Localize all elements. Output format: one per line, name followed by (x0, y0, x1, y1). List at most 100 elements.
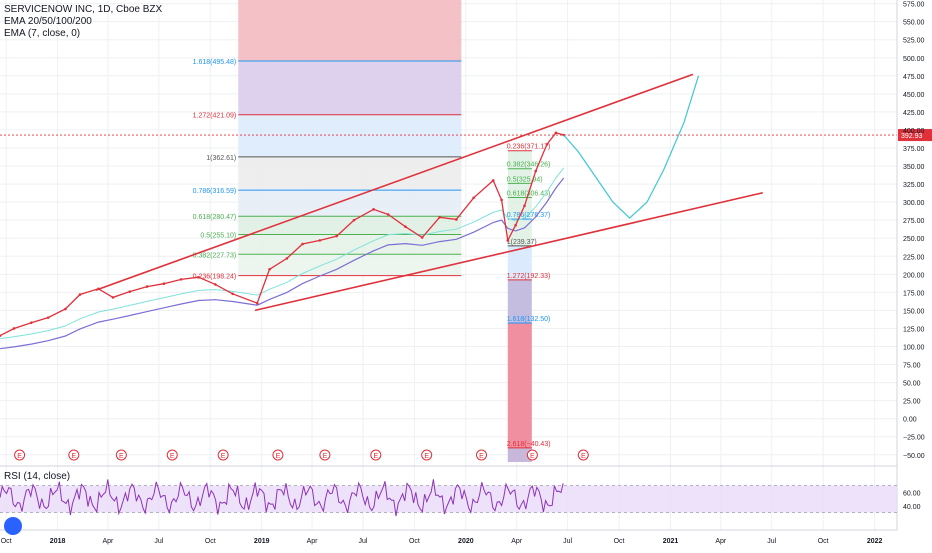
y-tick-label: 550.00 (903, 20, 925, 27)
x-tick-label: Oct (205, 538, 216, 545)
price-point (523, 204, 526, 208)
earnings-marker-label: E (170, 453, 175, 460)
price-point (12, 327, 16, 330)
earnings-marker (475, 449, 487, 461)
fib-upper-zone (238, 216, 462, 235)
earnings-marker-label: E (424, 453, 429, 460)
price-point (420, 236, 424, 239)
x-tick-label: 2019 (254, 538, 270, 545)
last-price-label: 392.93 (901, 133, 923, 140)
price-point (214, 283, 217, 286)
price-point (352, 218, 356, 222)
y-tick-label: 400.00 (903, 128, 925, 135)
y-tick-label: 100.00 (903, 345, 925, 352)
y-tick-label: 300.00 (903, 200, 925, 207)
x-tick-label: Jul (767, 538, 776, 545)
fib-upper-label: 0.786(316.59) (193, 188, 237, 195)
y-tick-label: 200.00 (903, 272, 925, 279)
price-point (162, 282, 166, 285)
projection-line (563, 75, 700, 219)
y-tick-label: 275.00 (903, 218, 925, 225)
fib-lower-label: 1.272(192.33) (507, 273, 551, 280)
ema-multi-legend[interactable]: EMA 20/50/100/200 (4, 16, 92, 27)
earnings-marker-label: E (71, 453, 76, 460)
fib-upper-zone (238, 156, 462, 191)
price-point (472, 196, 475, 200)
price-point (111, 296, 115, 299)
earnings-marker (577, 449, 589, 461)
fib-upper-zone (238, 254, 462, 276)
earnings-marker-label: E (530, 453, 535, 460)
fib-lower-label: 2.618(−40.43) (507, 441, 551, 448)
x-tick-label: Jul (563, 538, 572, 545)
price-point (231, 292, 234, 296)
earnings-marker (526, 449, 538, 461)
rsi-legend[interactable]: RSI (14, close) (4, 471, 71, 482)
fib-lower-label: 0.236(371.17) (507, 144, 551, 151)
x-tick-label: Jul (358, 538, 367, 545)
y-tick-label: −50.00 (903, 453, 925, 460)
x-tick-label: 2021 (663, 538, 679, 545)
y-tick-label: 75.00 (903, 363, 921, 370)
y-tick-label: 125.00 (903, 326, 925, 333)
x-tick-label: Apr (715, 538, 727, 545)
fib-upper-zone (238, 0, 462, 62)
earnings-marker (166, 449, 178, 461)
y-tick-label: 425.00 (903, 110, 925, 117)
rsi-band (0, 485, 897, 513)
fib-upper-label: 0.5(255.10) (200, 233, 236, 240)
y-tick-label: 500.00 (903, 56, 925, 63)
earnings-marker (370, 449, 382, 461)
fib-upper-zone (238, 190, 462, 217)
y-tick-label: 250.00 (903, 236, 925, 243)
y-tick-label: 0.00 (903, 417, 917, 424)
fib-lower-zone (507, 323, 532, 448)
earnings-marker (272, 449, 284, 461)
price-point (386, 213, 390, 216)
earnings-marker-label: E (221, 453, 226, 460)
price-point (128, 290, 132, 293)
fib-lower-zone (507, 279, 532, 324)
chart-title: SERVICENOW INC, 1D, Cboe BZX (4, 4, 163, 15)
price-point (500, 198, 503, 202)
price-point (491, 179, 495, 182)
price-point (335, 234, 338, 238)
price-point (534, 169, 538, 173)
price-point (30, 321, 33, 324)
price-point (404, 225, 407, 228)
earnings-marker (319, 449, 331, 461)
tradingview-logo[interactable] (4, 517, 22, 535)
x-tick-label: 2018 (50, 538, 66, 545)
price-point (554, 131, 558, 135)
fib-lower-label: 0.5(325.94) (507, 176, 543, 183)
fib-lower-label: 1.618(132.50) (507, 316, 551, 323)
y-tick-label: 175.00 (903, 290, 925, 297)
fib-upper-label: 0.618(280.47) (193, 214, 237, 221)
price-point (197, 275, 200, 279)
earnings-marker (217, 449, 229, 461)
y-tick-label: 50.00 (903, 381, 921, 388)
x-tick-label: Oct (818, 538, 829, 545)
price-point (78, 293, 82, 296)
price-point (318, 239, 322, 242)
channel-lower-line (254, 191, 763, 312)
price-point (455, 218, 458, 221)
price-point (0, 334, 2, 337)
y-tick-label: 225.00 (903, 254, 925, 261)
price-point (97, 287, 100, 291)
rsi-line (0, 479, 564, 517)
fib-upper-zone (238, 114, 462, 157)
ema-7-legend[interactable]: EMA (7, close, 0) (4, 28, 81, 39)
rsi-tick-label: 40.00 (903, 504, 921, 511)
rsi-tick-label: 60.00 (903, 490, 921, 497)
last-price-badge (898, 129, 932, 142)
x-tick-label: 2020 (458, 538, 474, 545)
price-point (438, 215, 441, 219)
price-point (545, 143, 549, 146)
y-tick-label: 375.00 (903, 146, 925, 153)
fib-upper-label: 1.272(421.09) (193, 113, 237, 120)
y-tick-label: −25.00 (903, 435, 925, 442)
fib-lower-zone (507, 447, 532, 462)
